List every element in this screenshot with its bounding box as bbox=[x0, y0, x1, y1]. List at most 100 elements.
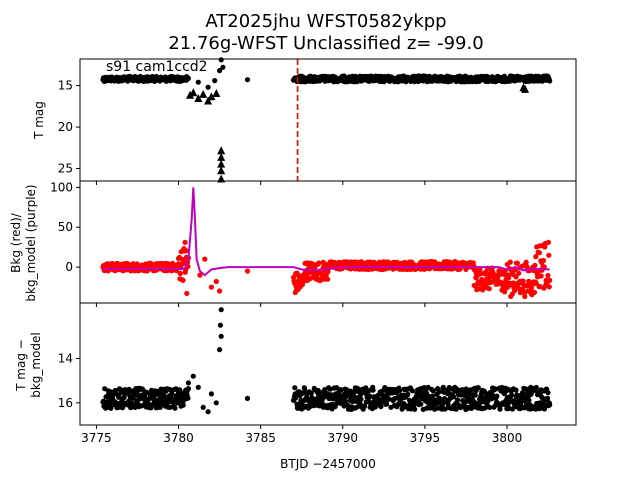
bkg-point bbox=[183, 248, 189, 254]
bkg-point bbox=[217, 288, 223, 294]
diff-point bbox=[351, 389, 357, 395]
diff-point bbox=[386, 396, 392, 402]
diff-point bbox=[526, 397, 532, 403]
bkg-point bbox=[507, 259, 513, 265]
middle-panel-axes: 0 50 100 bbox=[50, 180, 577, 307]
diff-point bbox=[213, 400, 219, 406]
top-ytick-label: 20 bbox=[58, 120, 73, 134]
middle-ytick-label: 100 bbox=[50, 180, 73, 194]
bkg-point bbox=[325, 276, 331, 282]
diff-point bbox=[148, 405, 154, 411]
middle-ytick-label: 50 bbox=[58, 220, 73, 234]
diff-point bbox=[462, 399, 468, 405]
bkg-point bbox=[197, 272, 203, 278]
tmag-point bbox=[195, 79, 201, 85]
bottom-xtick-label: 3775 bbox=[81, 431, 112, 445]
bottom-ylabel-line2: bkg_model bbox=[29, 332, 43, 398]
diff-point bbox=[497, 406, 503, 412]
upper-limit-marker bbox=[217, 152, 226, 161]
bottom-ytick-label: 14 bbox=[58, 351, 73, 365]
diff-point bbox=[430, 388, 436, 394]
diff-point bbox=[169, 390, 175, 397]
upper-limit-marker bbox=[186, 90, 194, 99]
diff-point bbox=[217, 322, 223, 328]
diff-point bbox=[367, 393, 373, 399]
diff-point bbox=[358, 396, 364, 402]
diff-point bbox=[190, 373, 196, 379]
diff-point bbox=[453, 406, 459, 412]
bkg-point bbox=[520, 278, 526, 284]
bkg-model-line bbox=[103, 187, 550, 277]
diff-point bbox=[431, 396, 437, 403]
upper-limit-marker bbox=[199, 89, 208, 98]
diff-point bbox=[334, 385, 340, 391]
tmag-point bbox=[185, 75, 191, 81]
diff-point bbox=[412, 406, 418, 412]
panel-bottom-diff: 14 16 3775 3780 3785 3790 3795 3800 T mag − bkg… bbox=[14, 302, 577, 471]
diff-point bbox=[370, 387, 376, 393]
diff-point bbox=[218, 333, 224, 339]
diff-point bbox=[384, 401, 390, 407]
diff-point bbox=[244, 395, 251, 401]
bkg-point bbox=[513, 274, 519, 280]
diff-point bbox=[418, 401, 424, 407]
diff-point bbox=[513, 387, 519, 393]
bkg-point bbox=[244, 268, 251, 274]
bottom-panel-axes: 14 16 3775 3780 3785 3790 3795 3800 bbox=[58, 302, 577, 445]
bkg-point bbox=[208, 284, 214, 290]
top-ytick-label: 15 bbox=[58, 79, 73, 93]
bkg-point bbox=[316, 260, 322, 266]
upper-limit-marker bbox=[217, 146, 226, 155]
bkg-point bbox=[533, 254, 539, 260]
diff-point bbox=[208, 391, 214, 397]
diff-point bbox=[185, 386, 191, 392]
bkg-point bbox=[325, 269, 331, 275]
diff-point bbox=[494, 393, 500, 399]
bkg-point bbox=[184, 290, 190, 296]
diff-point bbox=[545, 395, 551, 401]
diff-point bbox=[432, 406, 438, 412]
top-ytick-label: 25 bbox=[58, 162, 73, 176]
diff-point bbox=[405, 391, 411, 397]
bottom-xtick-label: 3785 bbox=[245, 431, 276, 445]
bkg-point bbox=[182, 239, 188, 245]
diff-point bbox=[180, 402, 186, 408]
panel-top-tmag: 15 20 25 s91 cam1ccd2 T mag bbox=[32, 57, 577, 185]
diff-point bbox=[541, 406, 548, 412]
tmag-point bbox=[220, 64, 226, 70]
upper-limit-marker bbox=[189, 88, 198, 97]
diff-point bbox=[475, 385, 481, 391]
bkg-point bbox=[478, 270, 484, 276]
diff-point bbox=[327, 386, 333, 392]
diff-point bbox=[172, 405, 178, 411]
diff-point bbox=[361, 403, 368, 409]
bottom-xtick-label: 3795 bbox=[410, 431, 441, 445]
ccd-annotation: s91 cam1ccd2 bbox=[106, 59, 208, 75]
upper-limit-marker bbox=[521, 84, 530, 93]
diff-point bbox=[185, 380, 191, 386]
bkg-point bbox=[545, 239, 552, 245]
diff-point bbox=[378, 404, 384, 410]
bkg-point bbox=[536, 250, 543, 256]
upper-limit-marker bbox=[194, 94, 203, 102]
top-ylabel: T mag bbox=[32, 101, 46, 140]
bkg-point bbox=[486, 286, 492, 292]
bottom-xtick-label: 3790 bbox=[328, 431, 359, 445]
diff-point bbox=[454, 397, 461, 403]
chart-title-line2: 21.76g-WFST Unclassified z= -99.0 bbox=[168, 33, 483, 54]
bkg-point bbox=[546, 252, 552, 258]
bottom-frame bbox=[79, 302, 577, 426]
bkg-point bbox=[540, 257, 547, 264]
upper-limit-marker bbox=[204, 96, 213, 105]
diff-point bbox=[308, 390, 314, 396]
diff-point bbox=[338, 387, 344, 393]
tmag-point bbox=[212, 78, 218, 84]
bottom-ylabel-line1: T mag − bbox=[14, 339, 28, 392]
top-panel-marks bbox=[100, 57, 553, 183]
bkg-point bbox=[213, 278, 219, 285]
x-axis-label: BTJD −2457000 bbox=[280, 457, 376, 471]
diff-point bbox=[132, 404, 138, 410]
diff-point bbox=[218, 307, 224, 313]
diff-point bbox=[205, 409, 211, 415]
diff-point bbox=[396, 388, 403, 394]
